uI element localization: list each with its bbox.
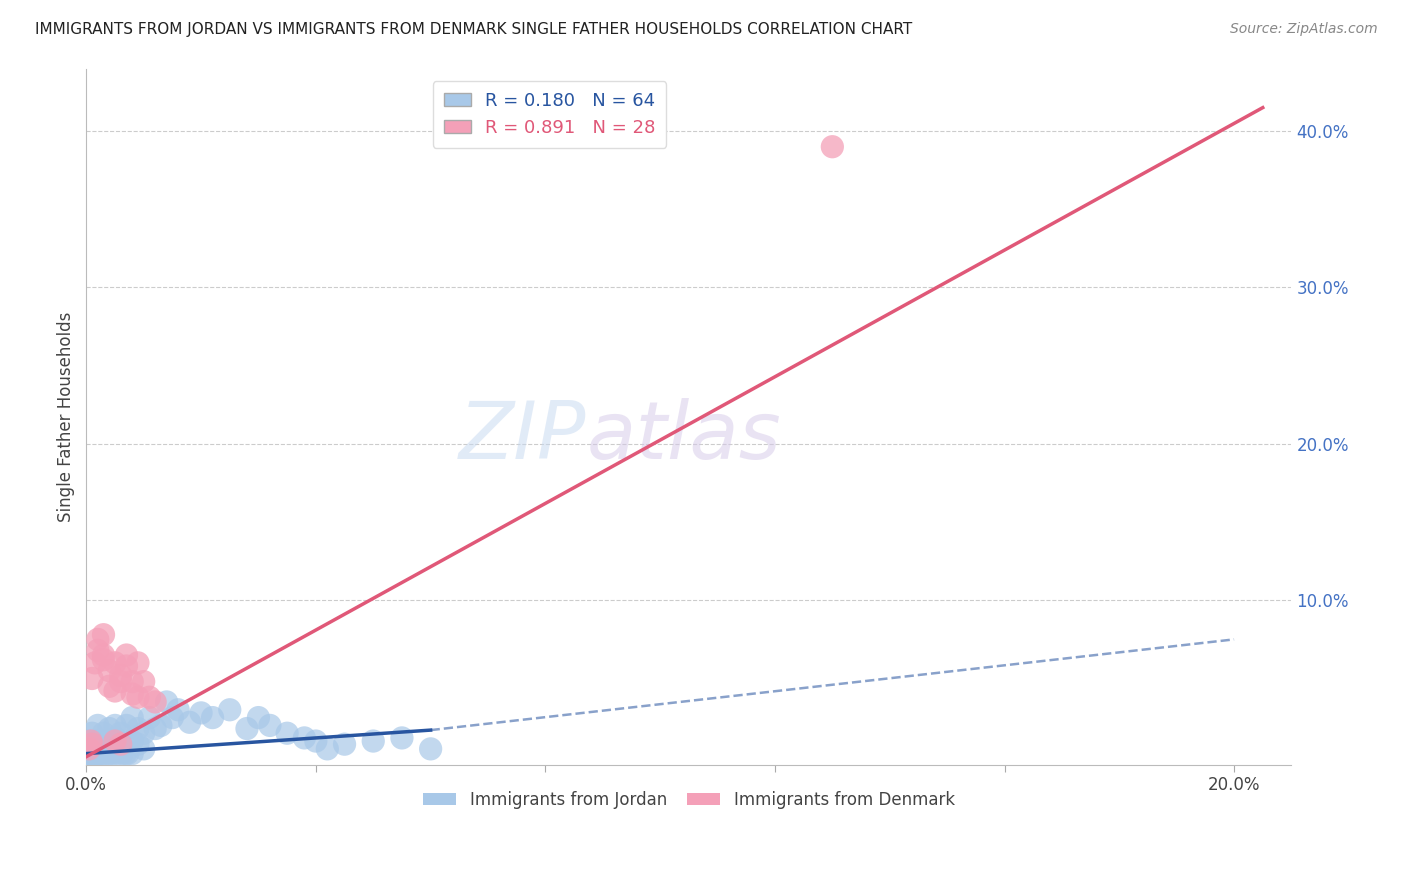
Point [98, 722, 121, 736]
Point [179, 715, 201, 730]
Point [127, 690, 149, 705]
Point [138, 710, 160, 724]
Point [104, 656, 127, 670]
Point [91, 747, 114, 761]
Point [110, 742, 132, 756]
Point [104, 718, 127, 732]
Point [121, 710, 143, 724]
Point [156, 695, 179, 709]
Point [80, 749, 103, 764]
Point [121, 734, 143, 748]
Point [87, 718, 110, 732]
Point [80, 747, 103, 761]
Point [90, 737, 112, 751]
Point [87, 643, 110, 657]
Point [98, 742, 121, 756]
Point [115, 659, 138, 673]
Point [138, 690, 160, 705]
Point [333, 737, 356, 751]
Point [107, 747, 129, 761]
Point [87, 632, 110, 647]
Point [132, 726, 155, 740]
Text: atlas: atlas [586, 399, 782, 476]
Point [143, 722, 166, 736]
Point [83, 656, 105, 670]
Y-axis label: Single Father Households: Single Father Households [58, 311, 75, 522]
Point [82, 747, 104, 761]
Point [110, 674, 132, 689]
Point [80, 749, 103, 764]
Point [93, 653, 115, 667]
Point [292, 731, 315, 745]
Point [80, 734, 103, 748]
Point [110, 668, 132, 682]
Point [121, 747, 143, 761]
Point [93, 742, 115, 756]
Point [117, 747, 139, 761]
Point [115, 718, 138, 732]
Point [391, 731, 413, 745]
Point [149, 718, 172, 732]
Point [80, 737, 103, 751]
Point [162, 710, 184, 724]
Point [83, 737, 105, 751]
Point [305, 734, 328, 748]
Point [98, 664, 121, 678]
Point [98, 679, 121, 693]
Text: ZIP: ZIP [460, 399, 586, 476]
Point [111, 747, 134, 761]
Point [190, 706, 212, 720]
Point [103, 747, 125, 761]
Point [143, 695, 166, 709]
Point [80, 672, 103, 686]
Point [276, 726, 298, 740]
Point [104, 684, 127, 698]
Point [100, 747, 122, 761]
Point [121, 674, 143, 689]
Point [259, 718, 281, 732]
Point [77, 749, 100, 764]
Point [167, 703, 190, 717]
Point [201, 710, 224, 724]
Point [127, 722, 149, 736]
Point [97, 747, 120, 761]
Point [87, 747, 110, 761]
Point [93, 747, 115, 761]
Point [419, 742, 441, 756]
Point [86, 747, 108, 761]
Point [104, 731, 127, 745]
Point [104, 737, 127, 751]
Point [316, 742, 339, 756]
Point [132, 742, 155, 756]
Point [114, 747, 136, 761]
Point [93, 628, 115, 642]
Point [361, 734, 384, 748]
Point [115, 737, 138, 751]
Point [77, 742, 100, 756]
Point [821, 139, 844, 153]
Point [121, 687, 143, 701]
Text: IMMIGRANTS FROM JORDAN VS IMMIGRANTS FROM DENMARK SINGLE FATHER HOUSEHOLDS CORRE: IMMIGRANTS FROM JORDAN VS IMMIGRANTS FRO… [35, 22, 912, 37]
Point [87, 734, 110, 748]
Point [110, 726, 132, 740]
Legend: Immigrants from Jordan, Immigrants from Denmark: Immigrants from Jordan, Immigrants from … [416, 784, 962, 815]
Point [80, 726, 103, 740]
Point [80, 742, 103, 756]
Point [127, 656, 149, 670]
Text: Source: ZipAtlas.com: Source: ZipAtlas.com [1230, 22, 1378, 37]
Point [93, 648, 115, 662]
Point [127, 737, 149, 751]
Point [104, 734, 127, 748]
Point [110, 737, 132, 751]
Point [83, 749, 105, 764]
Point [132, 674, 155, 689]
Point [115, 648, 138, 662]
Point [93, 726, 115, 740]
Point [236, 722, 259, 736]
Point [247, 710, 270, 724]
Point [77, 734, 100, 748]
Point [96, 734, 118, 748]
Point [218, 703, 240, 717]
